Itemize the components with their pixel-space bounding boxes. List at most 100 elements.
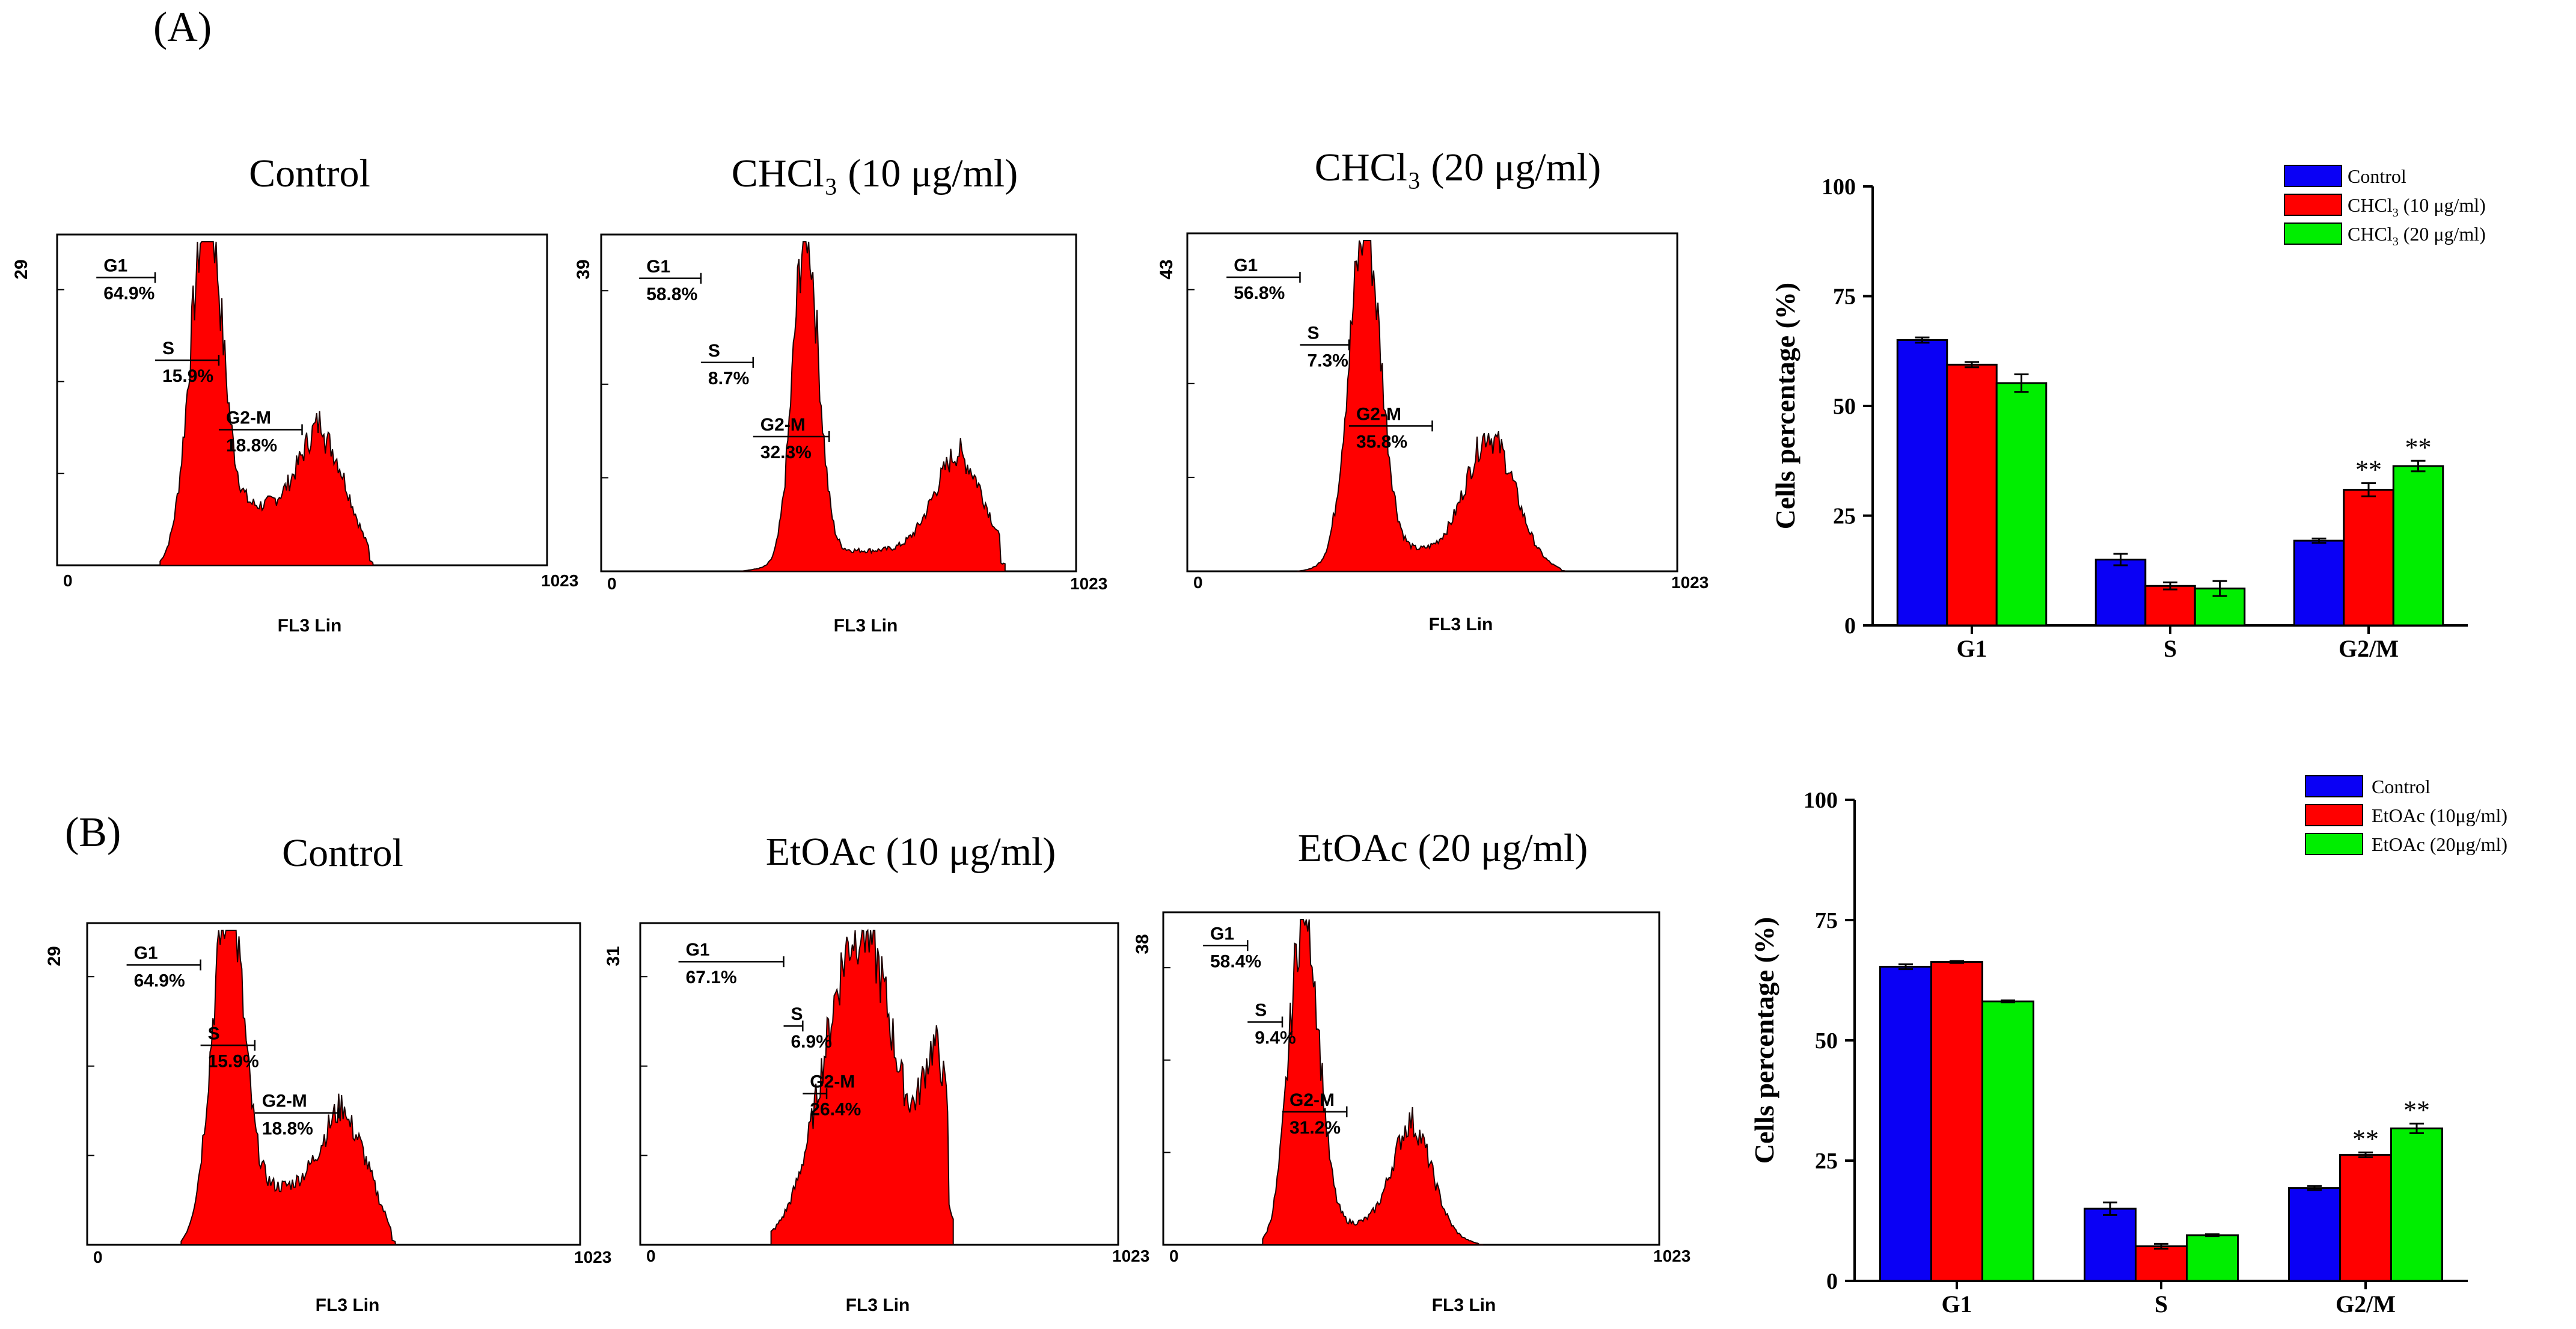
histogram-y-max-label: 31 — [604, 946, 623, 966]
histogram-y-max-label: 39 — [574, 259, 593, 279]
legend-label: Control — [2348, 165, 2406, 187]
bar — [1930, 961, 1983, 1282]
x-category-label: G2/M — [2339, 635, 2399, 662]
panel-label-a: (A) — [153, 4, 212, 51]
histogram-x-min-label: 0 — [646, 1247, 656, 1265]
histogram-title: EtOAc (20 μg/ml) — [1298, 826, 1588, 870]
gate-value-s: 15.9% — [162, 366, 213, 386]
histogram-x-label: FL3 Lin — [834, 616, 898, 636]
legend-swatch — [2305, 775, 2363, 797]
histogram-x-max-label: 1023 — [1671, 573, 1709, 592]
histogram-hist-b-control: Control 29 0 1023 FL3 Lin G1 64.9% S 15.9%G2-M 18… — [44, 831, 611, 1315]
legend-swatch — [2284, 165, 2342, 187]
bar — [1879, 966, 1932, 1282]
x-category-label: G1 — [1956, 635, 1987, 662]
bar — [1896, 339, 1948, 627]
significance-marker: ** — [2405, 432, 2432, 462]
histogram-x-min-label: 0 — [63, 571, 73, 590]
legend-label: EtOAc (10μg/ml) — [2372, 805, 2507, 826]
gate-name-g1: G1 — [1210, 924, 1234, 944]
histogram-x-max-label: 1023 — [1653, 1247, 1690, 1265]
histogram-hist-a-chcl3-20: CHCl₃ (20 μg/ml) 43 0 1023 FL3 Lin G1 56.8% S 7.… — [1157, 146, 1709, 634]
gate-name-s: S — [791, 1004, 803, 1024]
gate-value-g1: 64.9% — [103, 284, 154, 304]
significance-marker: ** — [2352, 1124, 2379, 1153]
bar — [2390, 1127, 2443, 1282]
y-tick-label: 100 — [1804, 788, 1838, 813]
histogram-x-max-label: 1023 — [1070, 574, 1107, 593]
legend-swatch — [2284, 223, 2342, 245]
y-tick-label: 0 — [1844, 613, 1856, 639]
histogram-title: CHCl₃ (10 μg/ml) — [732, 152, 1018, 195]
y-tick-label: 50 — [1815, 1028, 1838, 1054]
gate-name-g2-m: G2-M — [760, 415, 806, 435]
gate-name-s: S — [708, 341, 720, 361]
histogram-area — [1262, 919, 1484, 1245]
histogram-y-max-label: 29 — [11, 259, 31, 279]
histogram-x-min-label: 0 — [1169, 1247, 1179, 1265]
gate-value-s: 6.9% — [791, 1032, 832, 1052]
bar — [2094, 559, 2147, 627]
bar — [2392, 465, 2444, 627]
y-tick-label: 25 — [1833, 504, 1856, 529]
bar-chart-bar-a: 0 25 50 75 100 Cells percentage (%) G1 S G2/M ** *… — [1770, 165, 2486, 662]
gate-value-s: 15.9% — [208, 1051, 259, 1071]
gate-name-g2-m: G2-M — [226, 408, 271, 428]
bar — [1995, 382, 2048, 627]
histogram-area — [180, 930, 397, 1245]
histogram-area — [739, 241, 1006, 572]
gate-name-s: S — [208, 1024, 220, 1043]
gate-name-s: S — [1255, 1000, 1267, 1020]
legend-swatch — [2305, 833, 2363, 855]
y-axis-title: Cells percentage (%) — [1770, 283, 1800, 529]
x-category-label: S — [2155, 1291, 2168, 1318]
bar — [1946, 363, 1998, 627]
gate-name-g1: G1 — [646, 257, 670, 277]
histogram-hist-a-chcl3-10: CHCl₃ (10 μg/ml) 39 0 1023 FL3 Lin G1 58.8% S 8.… — [574, 152, 1107, 636]
bar — [2135, 1245, 2188, 1282]
bar — [1981, 1000, 2034, 1282]
bar — [2293, 539, 2345, 627]
legend-label: EtOAc (20μg/ml) — [2372, 833, 2507, 855]
histogram-x-max-label: 1023 — [541, 571, 578, 590]
gate-value-g2-m: 26.4% — [810, 1100, 861, 1120]
legend-label: CHCl3 (20 μg/ml) — [2348, 223, 2486, 248]
histogram-x-label: FL3 Lin — [316, 1295, 380, 1315]
histogram-y-max-label: 43 — [1157, 259, 1176, 279]
histogram-x-min-label: 0 — [607, 574, 617, 593]
gate-name-g2-m: G2-M — [1356, 404, 1401, 424]
gate-name-g2-m: G2-M — [810, 1072, 855, 1092]
histogram-x-label: FL3 Lin — [846, 1295, 910, 1315]
bar — [2084, 1208, 2137, 1282]
y-tick-label: 100 — [1822, 174, 1856, 200]
gate-value-g1: 64.9% — [134, 971, 185, 991]
gate-name-s: S — [162, 339, 174, 358]
gate-value-g2-m: 32.3% — [760, 443, 812, 462]
bar — [2144, 585, 2196, 627]
histogram-area — [159, 241, 374, 566]
histogram-y-max-label: 29 — [44, 946, 64, 966]
histogram-title: Control — [249, 152, 370, 195]
gate-name-g1: G1 — [1234, 256, 1258, 275]
legend-swatch — [2305, 804, 2363, 826]
gate-name-g2-m: G2-M — [262, 1091, 307, 1111]
histogram-y-max-label: 38 — [1133, 934, 1152, 954]
histogram-x-max-label: 1023 — [1112, 1247, 1149, 1265]
histogram-hist-a-control: Control 29 0 1023 FL3 Lin G1 64.9% S 15.9% G2-M 18… — [11, 152, 578, 636]
bar — [2288, 1187, 2341, 1282]
gate-value-g2-m: 35.8% — [1356, 432, 1407, 452]
histogram-x-label: FL3 Lin — [1429, 615, 1493, 634]
histogram-x-label: FL3 Lin — [1432, 1295, 1496, 1315]
bar — [2186, 1234, 2239, 1282]
x-category-label: G2/M — [2336, 1291, 2396, 1318]
gate-name-g1: G1 — [103, 256, 127, 276]
histogram-hist-b-etoac-20: EtOAc (20 μg/ml) 38 0 1023 FL3 Lin G1 58.4% S 9.… — [1133, 826, 1690, 1315]
significance-marker: ** — [2355, 455, 2382, 484]
gate-value-g2-m: 31.2% — [1290, 1118, 1341, 1138]
histogram-x-max-label: 1023 — [574, 1248, 611, 1266]
histogram-x-min-label: 0 — [93, 1248, 103, 1266]
gate-name-g2-m: G2-M — [1290, 1090, 1335, 1110]
gate-value-s: 8.7% — [708, 369, 749, 388]
